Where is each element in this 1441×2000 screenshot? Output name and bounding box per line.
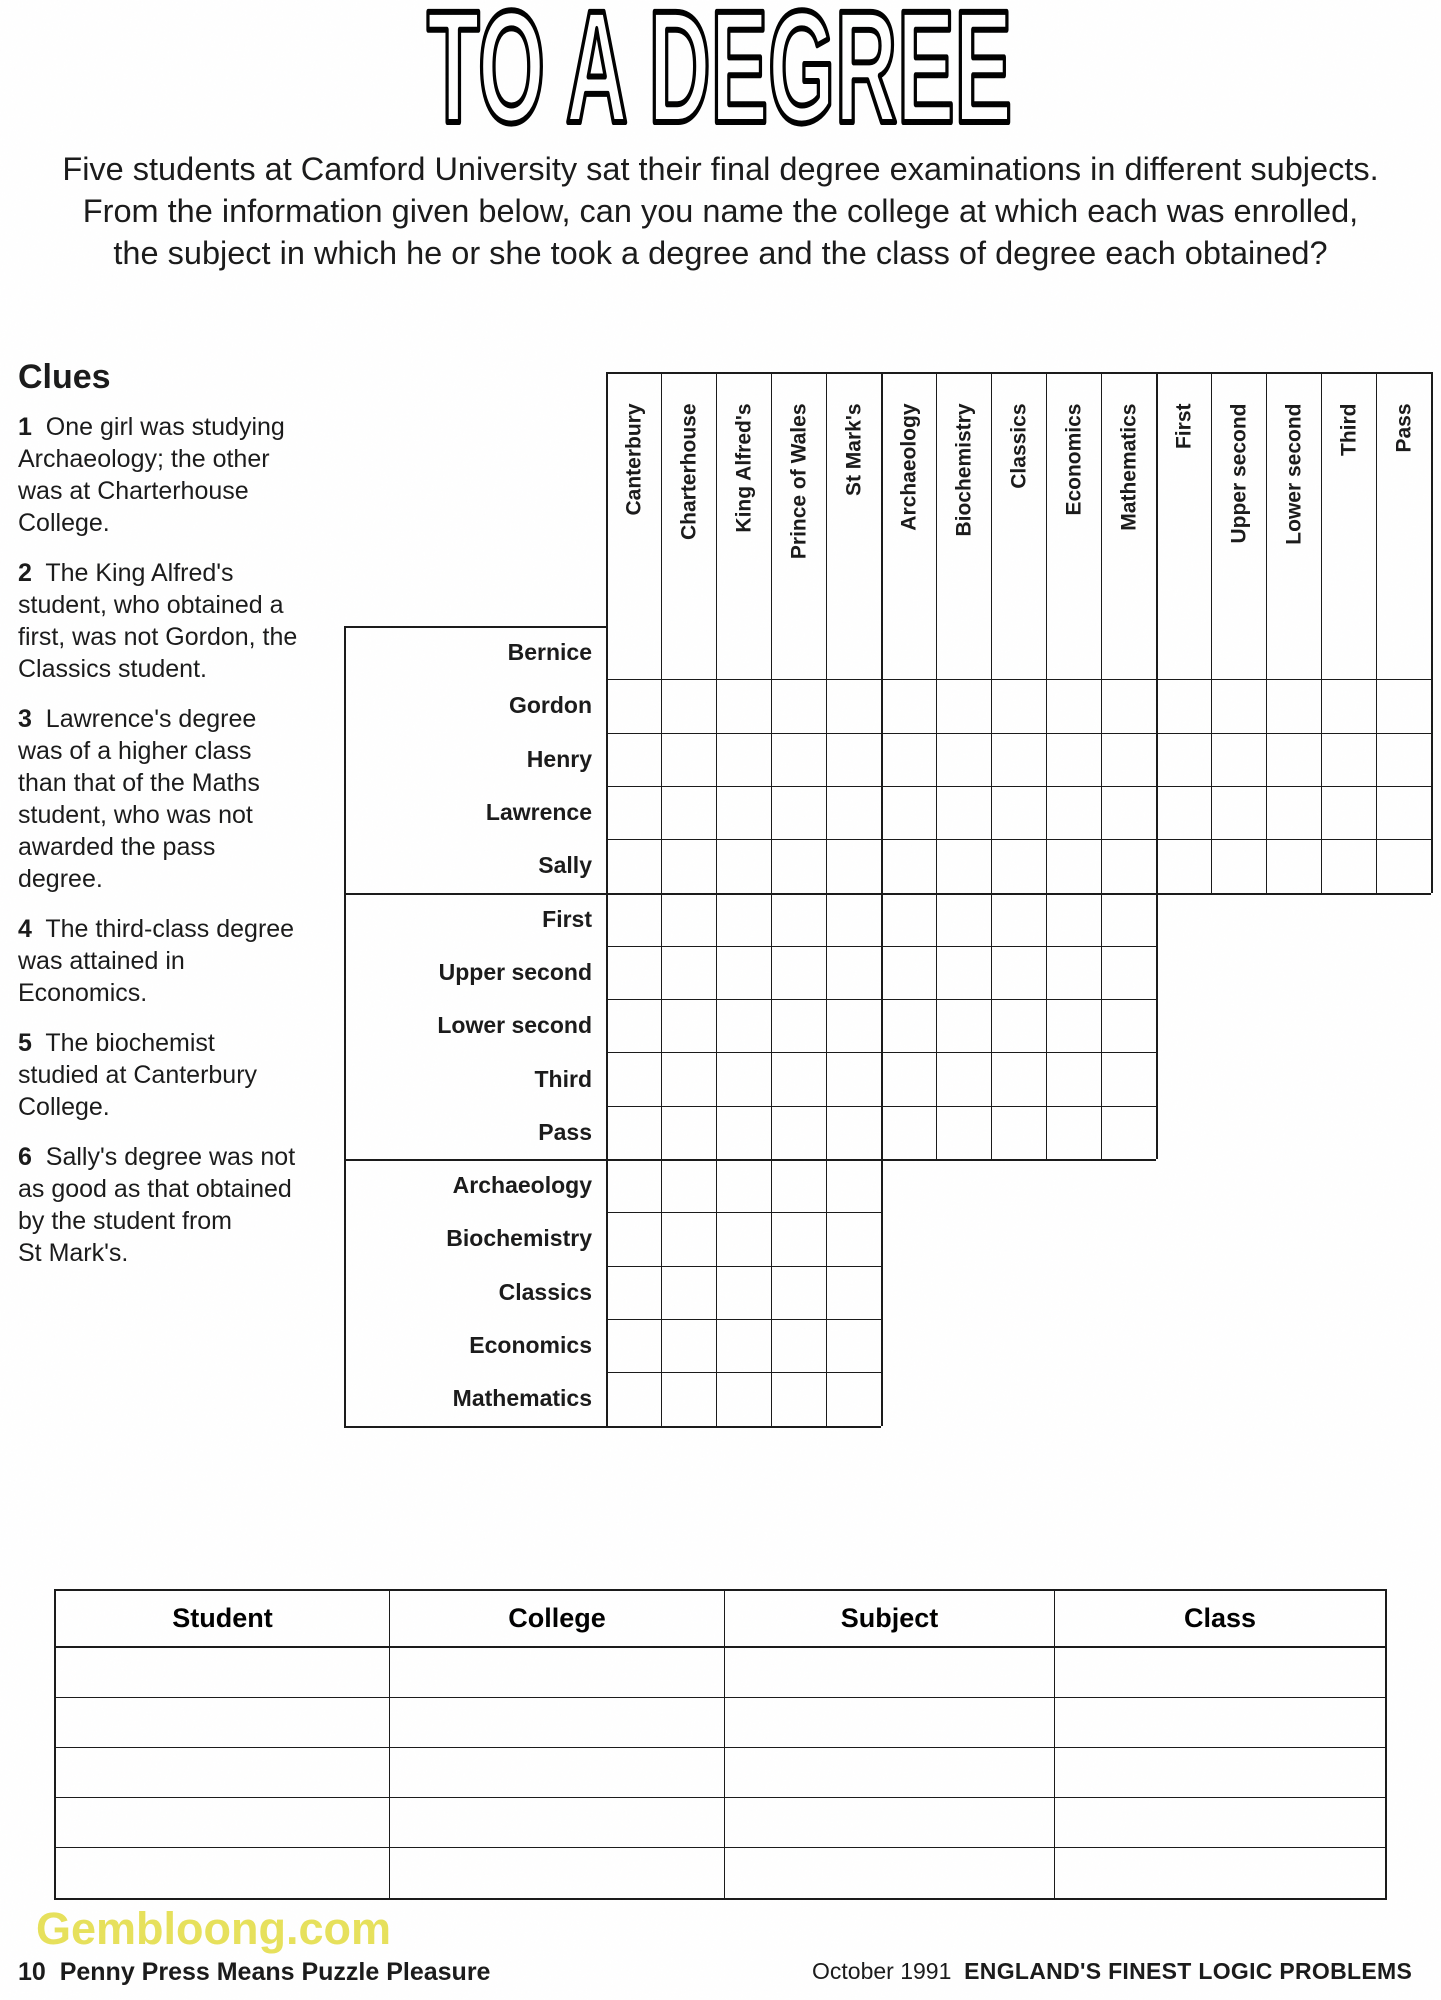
svg-text:TO A DEGREE: TO A DEGREE (427, 0, 1012, 152)
